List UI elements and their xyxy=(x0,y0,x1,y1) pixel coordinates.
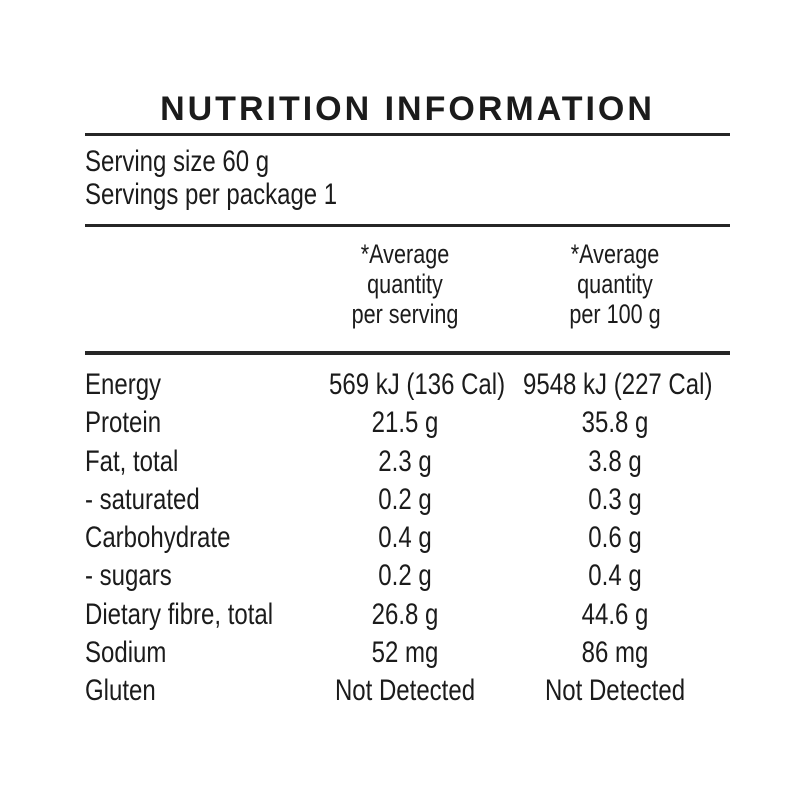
per-100g-value: 0.6 g xyxy=(588,521,642,555)
column-header-spacer xyxy=(85,239,310,329)
per-serving-value: Not Detected xyxy=(334,674,476,708)
panel-title: NUTRITION INFORMATION xyxy=(160,90,655,128)
divider-under-title xyxy=(85,133,730,136)
nutrient-row-saturated: - saturated 0.2 g 0.3 g xyxy=(85,481,730,519)
serving-info: Serving size 60 g Servings per package 1 xyxy=(85,145,730,211)
nutrition-panel: NUTRITION INFORMATION Serving size 60 g … xyxy=(85,88,730,711)
nutrient-name: Protein xyxy=(85,406,162,440)
column-header-per-serving: *Average quantity per serving xyxy=(329,239,481,329)
servings-per-package-line: Servings per package 1 xyxy=(85,178,338,211)
per-serving-value: 52 mg xyxy=(371,636,439,670)
nutrient-name: Energy xyxy=(85,368,162,401)
per-100g-value: 86 mg xyxy=(581,636,649,670)
column-header-line: quantity xyxy=(577,269,653,299)
nutrient-name: - sugars xyxy=(85,559,172,593)
divider-under-serving-info xyxy=(85,224,730,227)
per-100g-value: 44.6 g xyxy=(581,597,649,631)
divider-under-headers xyxy=(85,351,730,355)
column-header-line: *Average xyxy=(570,239,660,269)
nutrient-name: - saturated xyxy=(85,482,200,516)
nutrient-row-fat-total: Fat, total 2.3 g 3.8 g xyxy=(85,443,730,481)
column-header-row: *Average quantity per serving *Average q… xyxy=(85,239,730,329)
nutrient-name: Fat, total xyxy=(85,444,179,478)
nutrient-row-sugars: - sugars 0.2 g 0.4 g xyxy=(85,557,730,595)
nutrient-name: Sodium xyxy=(85,636,167,670)
column-header-line: per serving xyxy=(351,299,459,329)
column-header-per-100g: *Average quantity per 100 g xyxy=(523,239,707,329)
column-header-line: *Average xyxy=(360,239,450,269)
per-100g-value: 0.3 g xyxy=(588,482,642,516)
column-header-line: per 100 g xyxy=(569,299,661,329)
per-100g-value: 9548 kJ (227 Cal) xyxy=(523,368,713,401)
per-100g-value: 35.8 g xyxy=(581,406,649,440)
per-serving-value: 26.8 g xyxy=(371,597,439,631)
nutrient-row-energy: Energy 569 kJ (136 Cal) 9548 kJ (227 Cal… xyxy=(85,366,730,404)
nutrient-row-dietary-fibre: Dietary fibre, total 26.8 g 44.6 g xyxy=(85,596,730,634)
column-header-line: quantity xyxy=(367,269,443,299)
nutrient-name: Carbohydrate xyxy=(85,521,231,555)
serving-size-line: Serving size 60 g xyxy=(85,145,270,178)
nutrient-row-gluten: Gluten Not Detected Not Detected xyxy=(85,672,730,710)
per-serving-value: 569 kJ (136 Cal) xyxy=(329,368,506,401)
per-100g-value: Not Detected xyxy=(544,674,686,708)
per-serving-value: 21.5 g xyxy=(371,406,439,440)
nutrient-rows: Energy 569 kJ (136 Cal) 9548 kJ (227 Cal… xyxy=(85,366,730,711)
per-serving-value: 0.4 g xyxy=(378,521,432,555)
nutrient-name: Dietary fibre, total xyxy=(85,597,274,631)
nutrient-row-protein: Protein 21.5 g 35.8 g xyxy=(85,404,730,442)
nutrient-name: Gluten xyxy=(85,674,156,708)
per-serving-value: 0.2 g xyxy=(378,559,432,593)
per-serving-value: 2.3 g xyxy=(378,444,432,478)
per-serving-value: 0.2 g xyxy=(378,482,432,516)
nutrient-row-carbohydrate: Carbohydrate 0.4 g 0.6 g xyxy=(85,519,730,557)
nutrient-row-sodium: Sodium 52 mg 86 mg xyxy=(85,634,730,672)
per-100g-value: 3.8 g xyxy=(588,444,642,478)
per-100g-value: 0.4 g xyxy=(588,559,642,593)
